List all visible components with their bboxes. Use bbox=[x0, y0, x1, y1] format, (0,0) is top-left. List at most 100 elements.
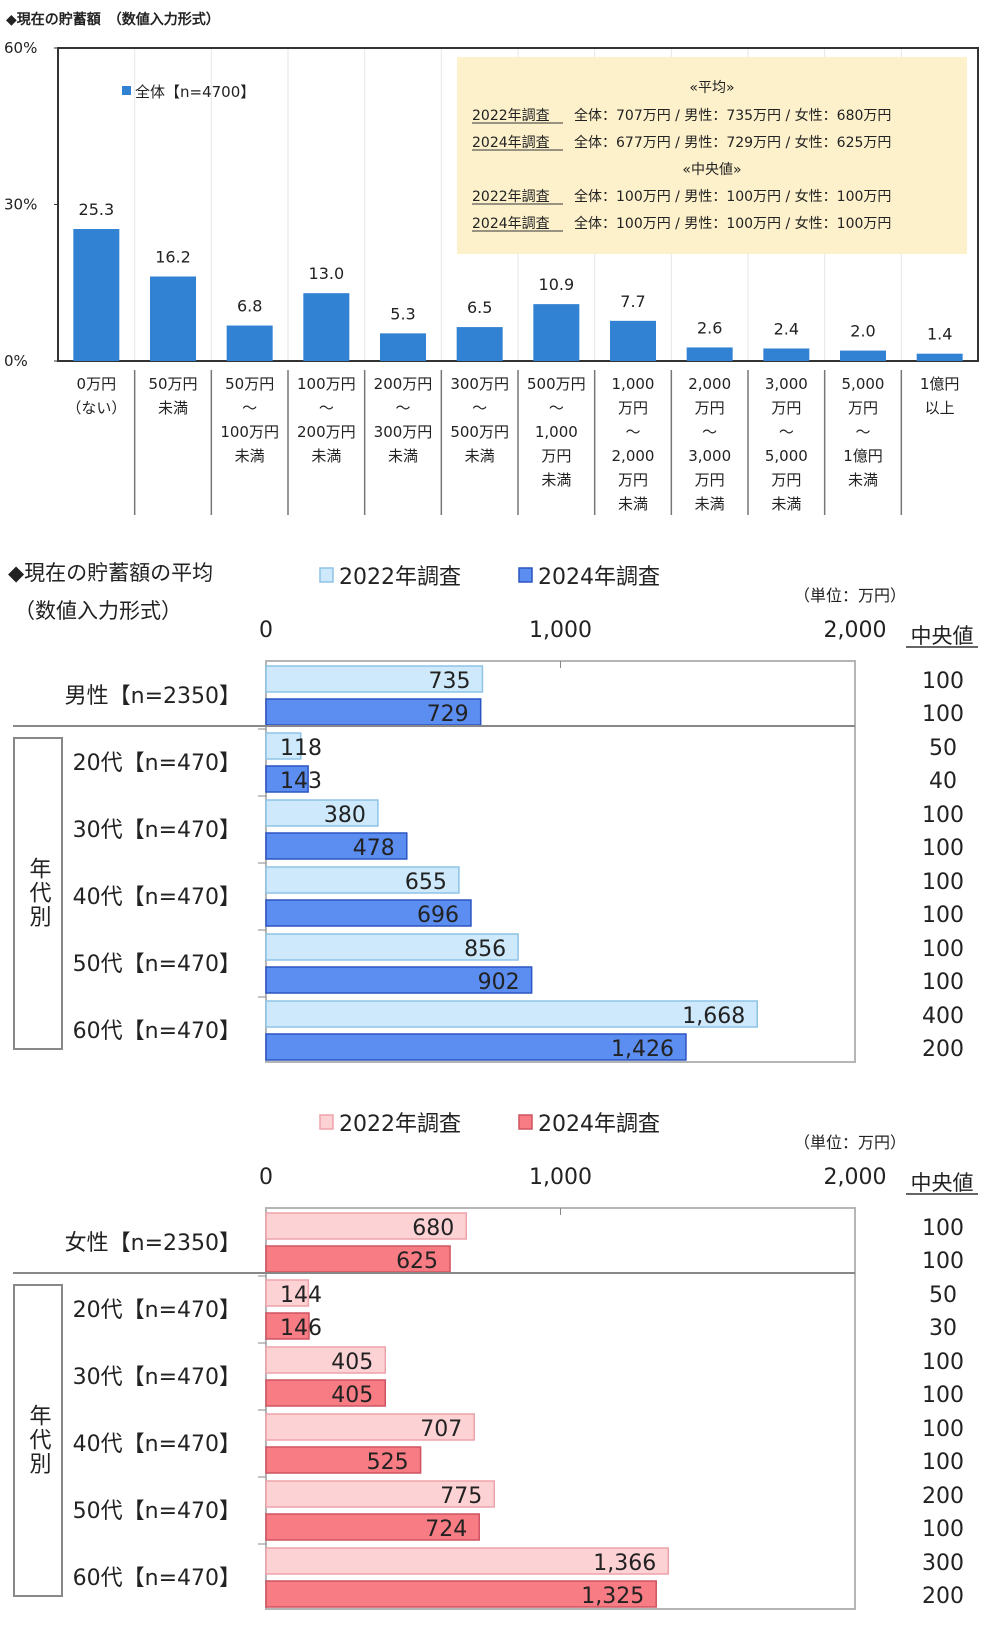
x-tick-label: 万円 bbox=[695, 471, 725, 489]
bar bbox=[265, 1413, 475, 1441]
x-tick-label: 万円 bbox=[771, 399, 801, 417]
data-label: 625 bbox=[396, 1249, 438, 1274]
x-tick-label: 0 bbox=[259, 1165, 273, 1190]
bar bbox=[265, 1212, 468, 1240]
x-tick-label: 1,000 bbox=[529, 1165, 592, 1190]
x-tick-label: 未満 bbox=[388, 447, 418, 465]
data-label: 7.7 bbox=[620, 292, 645, 311]
median-value: 50 bbox=[929, 736, 957, 761]
x-tick-label: 1億円 bbox=[920, 375, 960, 393]
bar bbox=[265, 1245, 451, 1273]
median-value: 30 bbox=[929, 1316, 957, 1341]
bar bbox=[265, 899, 472, 927]
info-year: 2022年調査 bbox=[472, 189, 550, 205]
data-label: 1,366 bbox=[593, 1551, 656, 1576]
data-label: 144 bbox=[280, 1283, 322, 1308]
bar bbox=[265, 1480, 495, 1508]
legend-swatch bbox=[518, 567, 533, 583]
data-label: 10.9 bbox=[539, 275, 575, 294]
data-label: 6.5 bbox=[467, 298, 492, 317]
legend-label: 2022年調査 bbox=[339, 1112, 461, 1137]
row-label: 60代【n=470】 bbox=[73, 1019, 241, 1044]
data-label: 1,325 bbox=[581, 1584, 644, 1609]
row-label: 40代【n=470】 bbox=[73, 885, 241, 910]
x-tick-label: ～ bbox=[779, 423, 794, 441]
median-value: 100 bbox=[922, 870, 964, 895]
x-tick-label: 万円 bbox=[618, 471, 648, 489]
bar bbox=[840, 350, 886, 361]
bar bbox=[456, 327, 503, 361]
x-tick-label: 未満 bbox=[235, 447, 265, 465]
bar bbox=[265, 1312, 310, 1340]
data-label: 1,668 bbox=[682, 1004, 745, 1029]
bar bbox=[265, 1000, 758, 1028]
info-year: 2024年調査 bbox=[472, 216, 550, 232]
y-tick-label: 60% bbox=[4, 39, 37, 57]
data-label: 735 bbox=[428, 669, 470, 694]
median-value: 40 bbox=[929, 769, 957, 794]
chart-title: ◆現在の貯蓄額 （数値入力形式） bbox=[6, 11, 220, 28]
x-tick-label: 1億円 bbox=[843, 447, 883, 465]
x-tick-label: 5,000 bbox=[842, 375, 885, 393]
x-tick-label: 300万円 bbox=[450, 375, 509, 393]
data-label: 2.4 bbox=[774, 319, 799, 338]
x-tick-label: 万円 bbox=[771, 471, 801, 489]
data-label: 143 bbox=[280, 769, 322, 794]
x-tick-label: 50万円 bbox=[148, 375, 197, 393]
bar bbox=[265, 866, 460, 894]
info-text: 全体：707万円 / 男性：735万円 / 女性：680万円 bbox=[574, 107, 891, 124]
info-median-heading: «中央値» bbox=[682, 162, 741, 178]
median-value: 100 bbox=[922, 1249, 964, 1274]
median-value: 100 bbox=[922, 803, 964, 828]
info-text: 全体：677万円 / 男性：729万円 / 女性：625万円 bbox=[574, 134, 891, 151]
median-value: 300 bbox=[922, 1551, 964, 1576]
x-tick-label: 1,000 bbox=[612, 375, 655, 393]
x-tick-label: ～ bbox=[242, 399, 257, 417]
data-label: 856 bbox=[464, 937, 506, 962]
y-tick-label: 0% bbox=[4, 352, 28, 370]
data-label: 380 bbox=[324, 803, 366, 828]
bar bbox=[265, 966, 533, 994]
x-tick-label: ～ bbox=[625, 423, 640, 441]
x-tick-label: 万円 bbox=[695, 399, 725, 417]
data-label: 25.3 bbox=[79, 200, 115, 219]
bar bbox=[265, 732, 302, 760]
data-label: 16.2 bbox=[155, 247, 191, 266]
x-tick-label: ～ bbox=[702, 423, 717, 441]
data-label: 405 bbox=[331, 1350, 373, 1375]
bar bbox=[265, 1033, 687, 1061]
x-tick-label: 500万円 bbox=[527, 375, 586, 393]
bar bbox=[73, 229, 120, 361]
bar bbox=[610, 320, 656, 361]
legend-label: 全体【n=4700】 bbox=[135, 83, 255, 101]
age-group-box bbox=[13, 737, 63, 1050]
data-label: 707 bbox=[420, 1417, 462, 1442]
median-value: 200 bbox=[922, 1037, 964, 1062]
median-value: 400 bbox=[922, 1004, 964, 1029]
x-tick-label: 未満 bbox=[158, 399, 188, 417]
row-label: 30代【n=470】 bbox=[73, 818, 241, 843]
data-label: 6.8 bbox=[237, 297, 262, 316]
bar bbox=[226, 325, 273, 361]
info-avg-heading: «平均» bbox=[689, 80, 734, 96]
plot-frame bbox=[57, 47, 979, 362]
row-label: 40代【n=470】 bbox=[73, 1432, 241, 1457]
median-value: 100 bbox=[922, 1450, 964, 1475]
x-tick-label: 300万円 bbox=[374, 423, 433, 441]
median-value: 100 bbox=[922, 669, 964, 694]
row-label: 50代【n=470】 bbox=[73, 952, 241, 977]
bar bbox=[533, 304, 580, 361]
x-tick-label: 未満 bbox=[695, 495, 725, 513]
bar bbox=[303, 293, 350, 361]
median-value: 100 bbox=[922, 1517, 964, 1542]
bar bbox=[686, 347, 733, 361]
median-value: 100 bbox=[922, 970, 964, 995]
data-label: 724 bbox=[425, 1517, 467, 1542]
row-label: 30代【n=470】 bbox=[73, 1365, 241, 1390]
x-tick-label: ～ bbox=[395, 399, 410, 417]
bar bbox=[265, 1346, 387, 1374]
x-tick-label: 以上 bbox=[925, 399, 955, 417]
data-label: 1,426 bbox=[611, 1037, 674, 1062]
unit-label: （単位：万円） bbox=[794, 1133, 906, 1152]
median-value: 50 bbox=[929, 1283, 957, 1308]
